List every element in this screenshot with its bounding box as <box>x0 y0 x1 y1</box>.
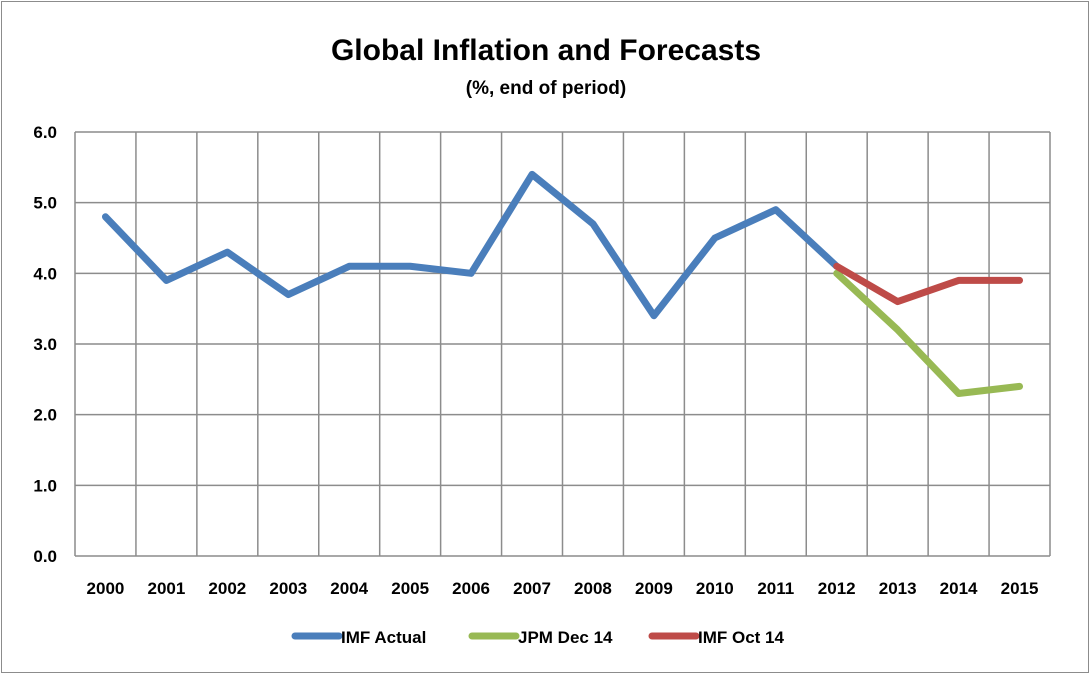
legend-label: IMF Actual <box>341 628 426 647</box>
x-tick-label: 2003 <box>269 579 307 598</box>
x-tick-label: 2006 <box>452 579 490 598</box>
x-tick-label: 2009 <box>635 579 673 598</box>
x-tick-label: 2013 <box>879 579 917 598</box>
y-tick-label: 4.0 <box>33 264 57 283</box>
x-tick-label: 2010 <box>696 579 734 598</box>
y-tick-label: 2.0 <box>33 406 57 425</box>
series-line-imf-oct-14 <box>833 262 1024 306</box>
y-tick-label: 3.0 <box>33 335 57 354</box>
legend-label: IMF Oct 14 <box>698 628 785 647</box>
x-tick-label: 2014 <box>940 579 978 598</box>
chart-subtitle: (%, end of period) <box>465 78 627 99</box>
x-tick-label: 2001 <box>147 579 185 598</box>
legend-label: JPM Dec 14 <box>518 628 613 647</box>
y-tick-label: 0.0 <box>33 547 57 566</box>
x-tick-label: 2000 <box>87 579 125 598</box>
y-tick-label: 5.0 <box>33 194 57 213</box>
series-line-imf-actual <box>101 170 841 320</box>
x-tick-label: 2012 <box>818 579 856 598</box>
x-tick-label: 2007 <box>513 579 551 598</box>
x-tick-label: 2011 <box>757 579 794 598</box>
x-tick-label: 2015 <box>1001 579 1039 598</box>
x-tick-label: 2002 <box>208 579 246 598</box>
y-tick-label: 1.0 <box>33 476 57 495</box>
y-tick-label: 6.0 <box>33 123 57 142</box>
x-tick-label: 2005 <box>391 579 429 598</box>
chart-title: Global Inflation and Forecasts <box>330 34 762 67</box>
x-tick-label: 2008 <box>574 579 612 598</box>
x-tick-label: 2004 <box>330 579 368 598</box>
series-line-jpm-dec-14 <box>833 269 1024 397</box>
